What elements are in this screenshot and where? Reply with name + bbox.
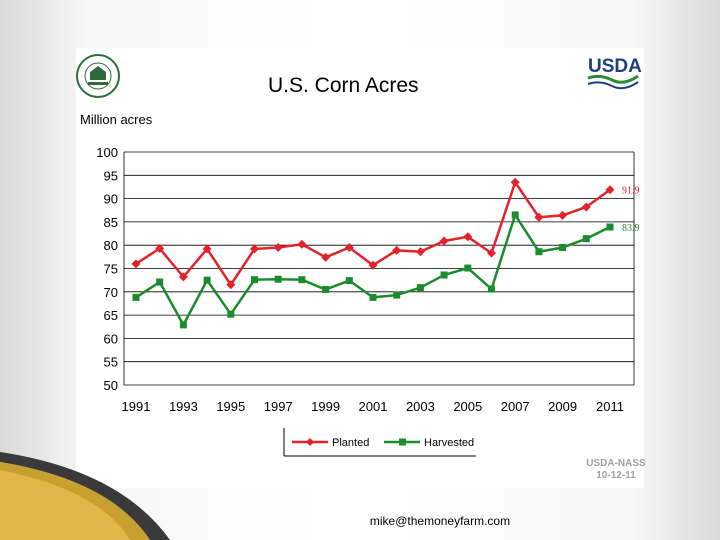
data-point bbox=[415, 247, 425, 257]
data-point bbox=[606, 223, 614, 231]
data-point bbox=[392, 245, 402, 255]
data-point bbox=[322, 285, 330, 293]
footer-email: mike@themoneyfarm.com bbox=[369, 514, 511, 528]
y-tick-label: 90 bbox=[104, 192, 118, 207]
data-point bbox=[156, 278, 164, 286]
legend-label: Planted bbox=[332, 437, 369, 449]
data-point bbox=[439, 236, 449, 246]
data-point bbox=[369, 293, 377, 301]
agriculture-counts-seal bbox=[76, 54, 120, 98]
data-point bbox=[251, 276, 258, 284]
data-point bbox=[132, 293, 140, 301]
data-point bbox=[559, 244, 567, 252]
data-point bbox=[178, 272, 188, 282]
data-point bbox=[345, 277, 353, 285]
data-point bbox=[179, 321, 187, 329]
y-axis-label: Million acres bbox=[80, 112, 153, 127]
y-tick-label: 75 bbox=[104, 262, 118, 277]
data-point bbox=[250, 244, 259, 254]
y-tick-label: 100 bbox=[96, 145, 118, 160]
data-point bbox=[155, 243, 165, 253]
x-tick-label: 1997 bbox=[264, 399, 293, 414]
x-tick-label: 1995 bbox=[216, 399, 245, 414]
data-point bbox=[393, 291, 401, 299]
x-tick-label: 2009 bbox=[548, 399, 577, 414]
data-point bbox=[534, 212, 544, 222]
legend: Planted Harvested bbox=[283, 428, 476, 457]
usda-logo-text: USDA bbox=[588, 56, 642, 77]
data-point bbox=[298, 276, 306, 284]
x-tick-label: 1991 bbox=[122, 399, 151, 414]
x-tick-label: 1993 bbox=[169, 399, 198, 414]
x-tick-label: 2001 bbox=[359, 399, 388, 414]
data-point bbox=[535, 248, 543, 256]
source-note: USDA-NASS 10-12-11 bbox=[556, 458, 676, 482]
x-tick-label: 1999 bbox=[311, 399, 340, 414]
y-tick-label: 95 bbox=[104, 168, 118, 183]
legend-label: Harvested bbox=[424, 437, 474, 449]
data-point bbox=[487, 248, 496, 258]
slide-panel: USDA U.S. Corn Acres Million acres 100 95… bbox=[76, 48, 646, 488]
x-tick-label: 2003 bbox=[406, 399, 435, 414]
source-line-1: USDA-NASS bbox=[586, 458, 646, 469]
data-point bbox=[202, 244, 212, 254]
data-point bbox=[274, 275, 282, 283]
data-point bbox=[510, 177, 520, 187]
data-point bbox=[368, 260, 378, 270]
data-point bbox=[344, 243, 354, 253]
usda-logo: USDA bbox=[587, 56, 642, 90]
data-point bbox=[297, 239, 307, 249]
data-point bbox=[226, 280, 236, 290]
data-point bbox=[416, 284, 424, 292]
end-value-label: 91.9 bbox=[622, 186, 640, 197]
y-tick-label: 50 bbox=[104, 378, 118, 393]
legend-swatch-marker bbox=[399, 438, 406, 446]
x-tick-label: 2011 bbox=[596, 399, 624, 414]
data-point bbox=[558, 210, 568, 220]
y-tick-label: 70 bbox=[104, 285, 118, 300]
series-line-harvested bbox=[135, 212, 611, 328]
data-point bbox=[581, 202, 591, 212]
data-point bbox=[488, 285, 495, 293]
y-tick-label: 60 bbox=[104, 331, 118, 346]
plot-area: 100 95 90 85 80 75 70 65 60 55 50 1991 1993 1995 1997 1… bbox=[96, 145, 639, 414]
data-point bbox=[321, 252, 331, 262]
end-value-label: 83.9 bbox=[622, 223, 640, 234]
data-point bbox=[463, 232, 473, 242]
y-tick-label: 65 bbox=[104, 308, 118, 323]
y-tick-label: 55 bbox=[104, 355, 118, 370]
x-tick-label: 2007 bbox=[501, 399, 530, 414]
data-point bbox=[511, 211, 519, 219]
data-point bbox=[605, 185, 615, 195]
data-point bbox=[582, 235, 590, 243]
data-point bbox=[203, 276, 211, 284]
data-point bbox=[440, 271, 448, 279]
x-tick-label: 2005 bbox=[453, 399, 482, 414]
source-line-2: 10-12-11 bbox=[596, 470, 636, 481]
chart-title: U.S. Corn Acres bbox=[268, 74, 419, 97]
y-tick-label: 80 bbox=[104, 238, 118, 253]
data-point bbox=[464, 264, 472, 272]
data-point bbox=[273, 243, 283, 253]
legend-swatch-marker bbox=[306, 438, 314, 446]
chart: USDA U.S. Corn Acres Million acres 100 95… bbox=[76, 54, 642, 457]
data-point bbox=[131, 259, 141, 269]
y-tick-label: 85 bbox=[104, 215, 118, 230]
data-point bbox=[227, 310, 235, 318]
